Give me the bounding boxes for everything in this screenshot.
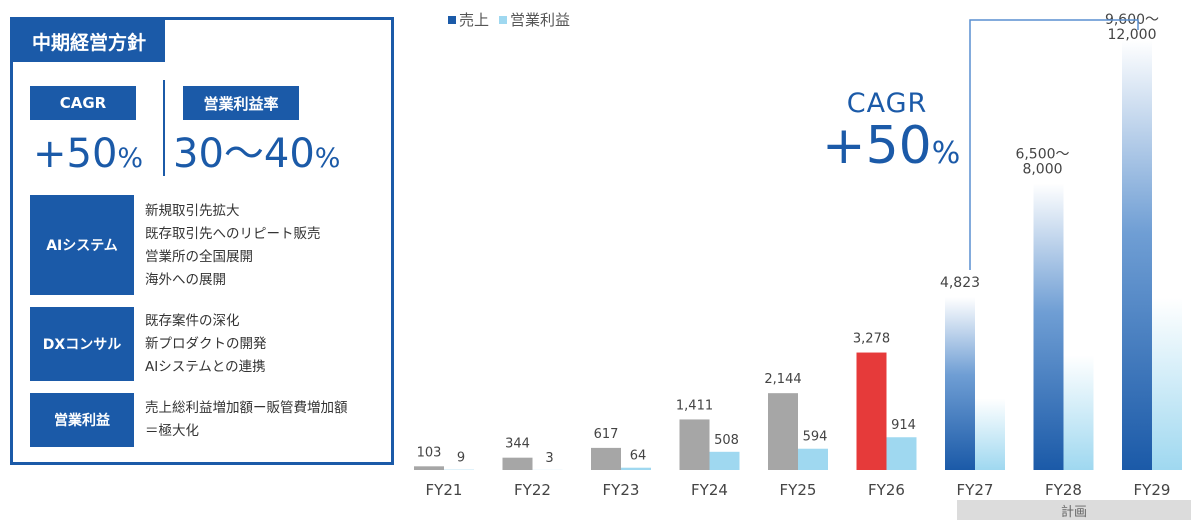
data-label-sales-fy23: 617	[594, 427, 619, 442]
data-label-op-profit-fy21: 9	[457, 451, 465, 466]
bar-op-profit-fy25	[798, 448, 828, 470]
legend-item-sales: 売上	[448, 9, 489, 30]
bars-group: 103 9 FY21 344 3 FY22 617 64 FY23 1,411 508 FY24 2,1…	[414, 12, 1182, 499]
bar-sales-fy27	[945, 297, 975, 470]
kpi-cagr-unit: %	[117, 143, 144, 174]
data-label-sales-fy22: 344	[505, 437, 530, 452]
list-item: 海外への展開	[145, 272, 226, 288]
plan-label: 計画	[957, 500, 1191, 520]
tick-label-fy27: FY27	[957, 481, 994, 499]
bar-sales-fy26	[856, 352, 887, 470]
bar-sales-fy24	[679, 419, 710, 470]
strategy-panel: 中期経営方針 CAGR +50% 営業利益率 30〜40% AIシステム 新規取…	[10, 17, 394, 465]
kpi-cagr-number: +50	[33, 131, 118, 177]
bar-sales-fy29	[1122, 40, 1152, 470]
kpi-margin-value: 30〜40%	[173, 134, 340, 179]
bar-sales-fy22	[502, 457, 533, 470]
list-item: 営業所の全国展開	[145, 249, 253, 265]
list-item: 既存案件の深化	[145, 313, 240, 329]
list-item: 新規取引先拡大	[145, 203, 240, 219]
data-label-sales-fy25: 2,144	[764, 372, 801, 387]
bar-sales-fy25	[768, 393, 798, 470]
cagr-callout-title: CAGR	[846, 88, 928, 119]
cagr-callout-unit: %	[931, 136, 961, 171]
cagr-callout: CAGR +50%	[822, 88, 960, 181]
bar-sales-fy21	[414, 466, 444, 470]
data-label-op-profit-fy23: 64	[630, 449, 647, 464]
list-item: AIシステムとの連携	[145, 359, 266, 375]
tick-label-fy25: FY25	[780, 481, 817, 499]
bar-sales-fy28	[1033, 183, 1064, 471]
legend-swatch-op-profit	[499, 15, 508, 24]
kpi-divider	[163, 80, 165, 176]
legend-label-op-profit: 営業利益	[510, 11, 571, 29]
bar-op-profit-fy26	[886, 437, 917, 470]
tick-label-fy28: FY28	[1045, 481, 1082, 499]
data-label-op-profit-fy24: 508	[714, 433, 739, 448]
data-label-sales-fy24: 1,411	[676, 398, 713, 413]
kpi-margin-label: 営業利益率	[183, 86, 299, 120]
tick-label-fy29: FY29	[1134, 481, 1171, 499]
data-label-op-profit-fy25: 594	[803, 430, 828, 445]
data-label-sales-fy27: 4,823	[940, 275, 980, 291]
cagr-callout-value: +50%	[822, 116, 960, 181]
panel-title: 中期経営方針	[13, 20, 165, 62]
data-label-op-profit-fy26: 914	[891, 418, 916, 433]
list-item: 既存取引先へのリピート販売	[145, 226, 321, 242]
legend-item-op-profit: 営業利益	[499, 9, 570, 30]
bar-op-profit-fy23	[621, 467, 651, 470]
row-label-op-profit: 営業利益	[30, 393, 134, 447]
list-item: 売上総利益増加額ー販管費増加額	[145, 400, 348, 416]
tick-label-fy23: FY23	[603, 481, 640, 499]
plan-connector-line	[969, 19, 1139, 270]
bar-op-profit-fy29	[1152, 298, 1182, 470]
cagr-callout-number: +50	[822, 116, 932, 176]
bar-sales-fy23	[591, 447, 621, 470]
kpi-margin-unit: %	[314, 143, 341, 174]
bar-op-profit-fy27	[975, 398, 1005, 470]
tick-label-fy21: FY21	[426, 481, 463, 499]
data-label-sales-fy28: 6,500〜 8,000	[1015, 146, 1069, 177]
tick-label-fy22: FY22	[514, 481, 551, 499]
tick-label-fy26: FY26	[868, 481, 905, 499]
bar-chart: 103 9 FY21 344 3 FY22 617 64 FY23 1,411 508 FY24 2,1…	[414, 12, 1182, 499]
bar-op-profit-fy28	[1063, 355, 1094, 470]
kpi-cagr-value: +50%	[33, 134, 143, 179]
row-items-dx-consul: 既存案件の深化 新プロダクトの開発 AIシステムとの連携	[145, 310, 267, 379]
row-items-op-profit: 売上総利益増加額ー販管費増加額 ＝極大化	[145, 397, 348, 443]
kpi-cagr-label: CAGR	[30, 86, 136, 120]
legend-label-sales: 売上	[459, 11, 490, 29]
list-item: 新プロダクトの開発	[145, 336, 267, 352]
row-items-ai-system: 新規取引先拡大 既存取引先へのリピート販売 営業所の全国展開 海外への展開	[145, 200, 321, 292]
row-label-dx-consul: DXコンサル	[30, 307, 134, 381]
data-label-sales-fy21: 103	[417, 445, 442, 460]
list-item: ＝極大化	[145, 423, 199, 439]
row-label-ai-system: AIシステム	[30, 195, 134, 295]
bar-op-profit-fy24	[709, 451, 740, 470]
data-label-sales-fy29: 9,600〜 12,000	[1105, 12, 1159, 43]
data-label-sales-fy26: 3,278	[853, 332, 890, 347]
legend-swatch-sales	[448, 15, 456, 24]
tick-label-fy24: FY24	[691, 481, 728, 499]
data-label-op-profit-fy22: 3	[545, 451, 553, 466]
chart-legend: 売上 営業利益	[448, 9, 570, 30]
kpi-margin-number: 30〜40	[173, 131, 315, 177]
